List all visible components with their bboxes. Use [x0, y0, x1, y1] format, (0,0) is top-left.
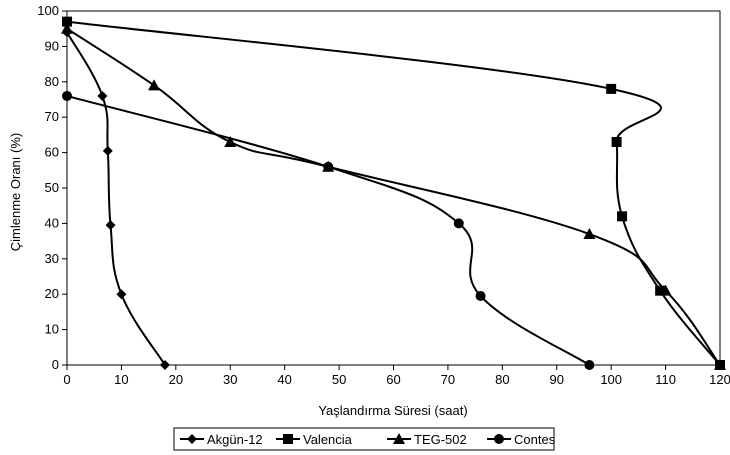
series-contes: [62, 90, 595, 370]
legend-item-valencia: Valencia: [276, 432, 353, 447]
x-tick-label: 30: [223, 372, 237, 387]
legend-marker: [187, 434, 197, 444]
data-point-valencia: [611, 136, 622, 147]
y-tick-label: 80: [45, 74, 59, 89]
x-tick-label: 120: [709, 372, 730, 387]
x-tick-label: 70: [441, 372, 455, 387]
data-point-teg-502: [659, 284, 672, 296]
data-point-contes: [453, 218, 464, 229]
data-point-teg-502: [148, 79, 161, 91]
x-tick-label: 40: [277, 372, 291, 387]
x-tick-label: 10: [114, 372, 128, 387]
legend-marker: [283, 434, 293, 444]
data-point-teg-502: [714, 359, 726, 370]
x-tick-label: 100: [600, 372, 622, 387]
data-point-teg-502: [61, 22, 73, 34]
data-point-akg-n-12: [159, 360, 170, 370]
data-point-akg-n-12: [105, 220, 116, 231]
series-line-teg-502: [66, 27, 721, 366]
data-point-akg-n-12: [97, 90, 108, 101]
series-teg-502: [61, 22, 726, 370]
y-tick-label: 90: [45, 38, 59, 53]
data-point-teg-502: [224, 135, 237, 147]
x-tick-label: 80: [495, 372, 509, 387]
data-point-teg-502: [583, 228, 596, 240]
data-point-contes: [475, 290, 486, 301]
legend-item-contes: Contes: [487, 432, 556, 447]
x-tick-label: 20: [169, 372, 183, 387]
data-point-contes: [323, 161, 334, 172]
data-point-valencia: [62, 16, 72, 27]
legend-label: Contes: [514, 432, 556, 447]
data-point-valencia: [617, 211, 628, 222]
y-tick-label: 100: [37, 3, 59, 18]
legend-item-teg-502: TEG-502: [387, 432, 467, 447]
data-point-akg-n-12: [116, 289, 127, 300]
data-point-valencia: [655, 285, 666, 296]
x-axis-title: Yaşlandırma Süresi (saat): [318, 403, 467, 418]
legend-marker: [393, 433, 405, 444]
y-tick-label: 40: [45, 215, 59, 230]
series-valencia: [62, 16, 725, 370]
series-line-akg-n-12: [66, 31, 166, 366]
x-tick-label: 0: [63, 372, 70, 387]
x-tick-label: 90: [550, 372, 564, 387]
series-line-valencia: [66, 20, 721, 366]
series-line-contes: [66, 94, 590, 366]
legend-item-akg-n-12: Akgün-12: [180, 432, 263, 447]
data-point-valencia: [606, 83, 617, 94]
y-tick-label: 0: [52, 357, 59, 372]
data-point-contes: [584, 360, 595, 370]
data-point-akg-n-12: [102, 145, 113, 156]
y-tick-label: 60: [45, 145, 59, 160]
legend-label: TEG-502: [414, 432, 467, 447]
axes: 0 10 20 30 40 50 60 70 80 90 100 0 10 20 30 40 50 60 70 80 9…: [37, 3, 730, 387]
y-tick-label: 70: [45, 109, 59, 124]
x-tick-label: 110: [655, 372, 676, 387]
data-point-contes: [62, 90, 72, 101]
y-tick-label: 20: [45, 286, 59, 301]
legend-marker: [494, 434, 504, 444]
legend-box: [173, 427, 555, 451]
series-layer: [61, 16, 726, 370]
y-tick-label: 30: [45, 251, 59, 266]
y-tick-label: 10: [45, 322, 59, 337]
y-tick-label: 50: [45, 180, 59, 195]
x-tick-label: 60: [386, 372, 400, 387]
legend: Akgün-12 Valencia TEG-502 Contes: [173, 427, 556, 451]
x-tick-label: 50: [332, 372, 346, 387]
legend-label: Akgün-12: [207, 432, 263, 447]
legend-label: Valencia: [303, 432, 353, 447]
series-akg-n-12: [62, 27, 170, 370]
y-axis-title: Çimlenme Oranı (%): [8, 133, 23, 251]
